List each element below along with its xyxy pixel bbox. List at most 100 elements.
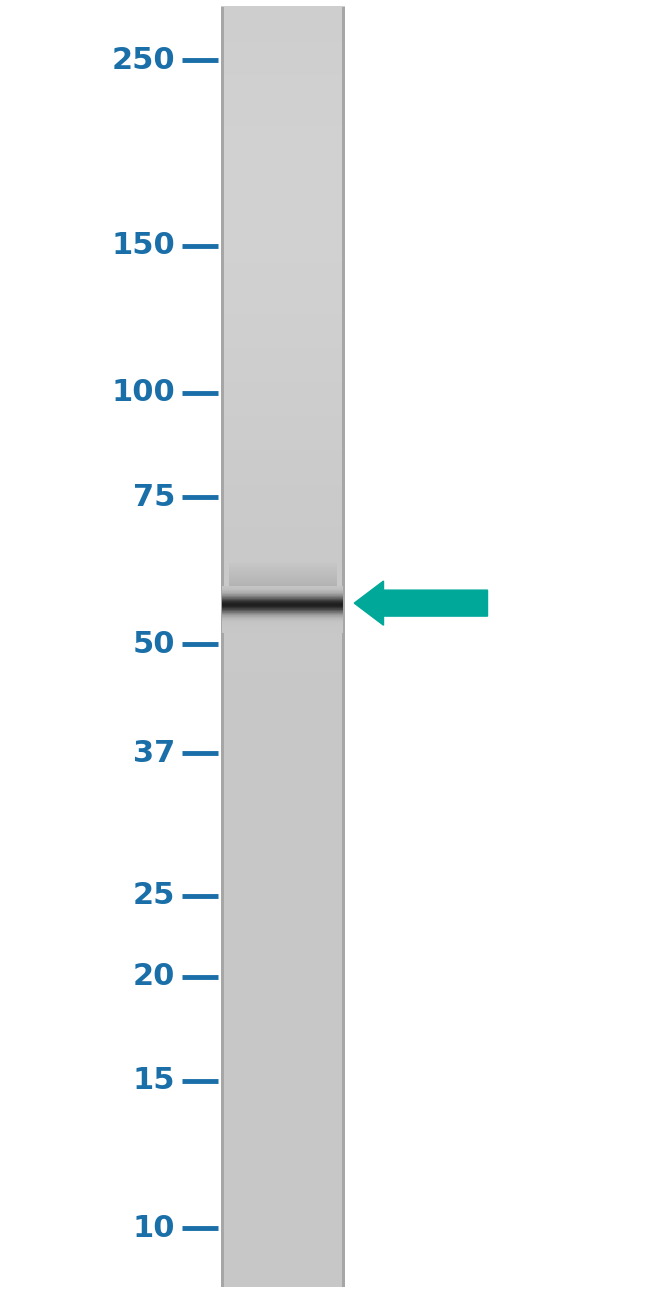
Bar: [221, 1124, 344, 1134]
Bar: [221, 169, 344, 177]
Bar: [221, 604, 344, 612]
Bar: [221, 450, 344, 459]
Bar: [221, 306, 344, 313]
Bar: [221, 272, 344, 280]
Bar: [221, 809, 344, 818]
Bar: [221, 920, 344, 928]
Bar: [221, 588, 344, 595]
Bar: [221, 1270, 344, 1278]
Bar: [221, 263, 344, 272]
Text: 75: 75: [133, 482, 176, 512]
Bar: [221, 758, 344, 766]
Bar: [221, 724, 344, 732]
Bar: [221, 835, 344, 844]
Bar: [221, 715, 344, 724]
Bar: [221, 536, 344, 545]
Bar: [221, 629, 344, 638]
Bar: [221, 49, 344, 57]
Bar: [221, 1091, 344, 1100]
Text: 37: 37: [133, 738, 176, 768]
Bar: [221, 902, 344, 911]
Bar: [221, 476, 344, 485]
Bar: [221, 1048, 344, 1057]
Bar: [221, 945, 344, 954]
Bar: [221, 332, 344, 339]
Bar: [221, 229, 344, 237]
Text: 250: 250: [112, 46, 176, 75]
Bar: [221, 1141, 344, 1150]
Text: 50: 50: [133, 629, 176, 659]
Bar: [221, 784, 344, 792]
Bar: [221, 826, 344, 835]
Bar: [221, 552, 344, 562]
Bar: [221, 706, 344, 715]
Bar: [221, 1201, 344, 1210]
Bar: [221, 672, 344, 681]
Bar: [221, 681, 344, 689]
Bar: [221, 280, 344, 289]
Bar: [221, 1150, 344, 1160]
Bar: [221, 885, 344, 894]
Bar: [221, 954, 344, 962]
Bar: [221, 254, 344, 263]
Bar: [221, 143, 344, 152]
FancyArrow shape: [354, 581, 488, 625]
Bar: [221, 485, 344, 493]
Bar: [221, 528, 344, 536]
Bar: [221, 1176, 344, 1184]
Bar: [221, 57, 344, 66]
Bar: [221, 373, 344, 382]
Bar: [221, 1074, 344, 1082]
Bar: [221, 442, 344, 450]
Bar: [221, 100, 344, 109]
Bar: [221, 203, 344, 212]
Bar: [221, 40, 344, 49]
Bar: [221, 1040, 344, 1048]
Bar: [221, 468, 344, 476]
Bar: [221, 1184, 344, 1193]
Bar: [221, 1082, 344, 1091]
Bar: [221, 365, 344, 373]
Bar: [221, 177, 344, 186]
Text: 25: 25: [133, 881, 176, 910]
Bar: [221, 689, 344, 698]
Bar: [221, 911, 344, 920]
Bar: [221, 741, 344, 749]
Bar: [221, 1117, 344, 1124]
Bar: [221, 868, 344, 878]
Bar: [221, 66, 344, 75]
Bar: [221, 212, 344, 220]
Bar: [221, 578, 344, 588]
Bar: [221, 1210, 344, 1218]
Bar: [221, 126, 344, 134]
Bar: [221, 152, 344, 160]
Bar: [221, 971, 344, 980]
Bar: [221, 852, 344, 861]
Bar: [221, 519, 344, 528]
Bar: [221, 766, 344, 775]
Bar: [221, 1244, 344, 1253]
Bar: [221, 510, 344, 519]
Bar: [221, 937, 344, 945]
Bar: [221, 6, 224, 1287]
Bar: [221, 621, 344, 629]
Bar: [221, 1278, 344, 1287]
Text: 15: 15: [133, 1066, 176, 1096]
Bar: [221, 186, 344, 194]
Bar: [221, 1227, 344, 1236]
Bar: [221, 818, 344, 826]
Bar: [221, 545, 344, 552]
Bar: [221, 416, 344, 425]
Bar: [221, 390, 344, 399]
Bar: [221, 1014, 344, 1022]
Bar: [221, 646, 344, 655]
Bar: [221, 408, 344, 416]
Bar: [221, 322, 344, 332]
Bar: [221, 1261, 344, 1270]
Bar: [221, 160, 344, 169]
Text: 100: 100: [112, 378, 176, 407]
Bar: [221, 296, 344, 306]
Bar: [221, 861, 344, 868]
Bar: [221, 16, 344, 23]
Bar: [221, 237, 344, 246]
